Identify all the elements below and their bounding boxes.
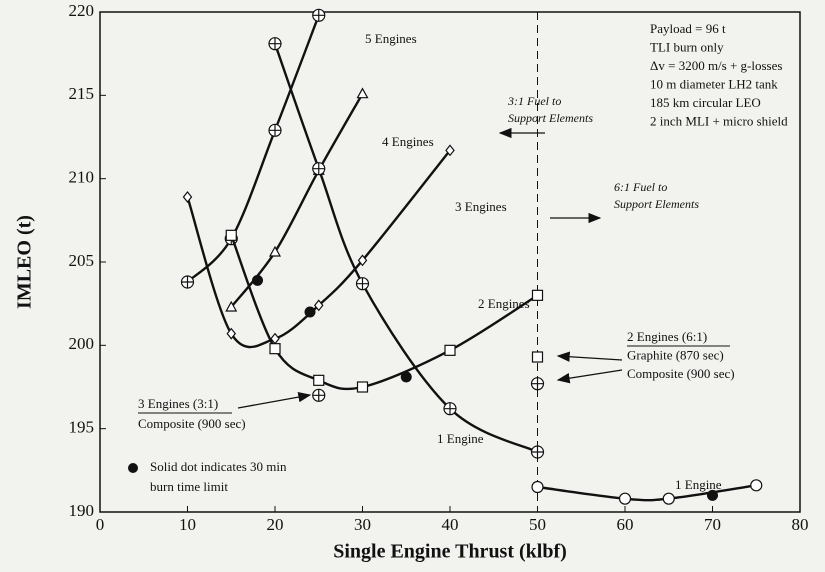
marker bbox=[268, 123, 282, 137]
marker bbox=[312, 8, 326, 22]
y-tick-label: 200 bbox=[69, 334, 95, 353]
annotation: Composite (900 sec) bbox=[627, 366, 735, 381]
marker bbox=[312, 388, 326, 402]
info-text: Δv = 3200 m/s + g-losses bbox=[650, 58, 782, 73]
marker bbox=[531, 289, 544, 301]
x-tick-label: 70 bbox=[704, 515, 721, 534]
series-label: 1 Engine bbox=[437, 431, 484, 446]
info-text: Payload = 96 t bbox=[650, 21, 726, 36]
series-label: 3 Engines bbox=[455, 199, 507, 214]
series-line bbox=[186, 149, 451, 349]
region-label: 3:1 Fuel to bbox=[507, 94, 561, 108]
y-tick-label: 220 bbox=[69, 1, 95, 20]
series-line bbox=[186, 14, 320, 283]
x-tick-label: 60 bbox=[617, 515, 634, 534]
series-line bbox=[537, 484, 757, 502]
annotation: Graphite (870 sec) bbox=[627, 347, 724, 362]
burn-limit-dot bbox=[707, 489, 718, 501]
marker bbox=[180, 275, 195, 289]
y-tick-label: 205 bbox=[69, 251, 95, 270]
marker bbox=[226, 327, 237, 340]
x-tick-label: 80 bbox=[792, 515, 809, 534]
marker bbox=[444, 344, 456, 356]
marker bbox=[313, 299, 324, 312]
marker bbox=[531, 480, 544, 494]
x-axis-title: Single Engine Thrust (klbf) bbox=[333, 541, 567, 563]
marker bbox=[312, 162, 326, 176]
info-text: 2 inch MLI + micro shield bbox=[650, 113, 788, 128]
series-label: 5 Engines bbox=[365, 31, 417, 46]
x-tick-label: 50 bbox=[529, 515, 546, 534]
marker bbox=[313, 374, 325, 386]
marker bbox=[618, 492, 632, 505]
y-tick-label: 210 bbox=[69, 168, 95, 187]
marker bbox=[269, 343, 281, 355]
burn-limit-dot bbox=[400, 371, 412, 383]
series-label: 2 Engines bbox=[478, 296, 530, 311]
marker bbox=[182, 191, 193, 203]
y-axis-title: IMLEO (t) bbox=[14, 215, 36, 309]
annotation: Composite (900 sec) bbox=[138, 416, 246, 431]
marker bbox=[225, 229, 237, 241]
marker bbox=[357, 254, 368, 267]
arrow bbox=[237, 391, 312, 409]
x-tick-label: 30 bbox=[354, 515, 371, 534]
info-text: TLI burn only bbox=[650, 39, 724, 54]
note-dot bbox=[128, 463, 138, 473]
series-line bbox=[230, 93, 364, 308]
marker bbox=[225, 300, 238, 312]
arrow bbox=[556, 351, 623, 362]
marker bbox=[268, 245, 282, 257]
marker bbox=[445, 144, 455, 157]
series-label: 1 Engine bbox=[675, 477, 722, 492]
info-text: 185 km circular LEO bbox=[650, 95, 761, 110]
x-tick-label: 40 bbox=[442, 515, 459, 534]
marker bbox=[355, 277, 370, 291]
annotation: 3 Engines (3:1) bbox=[138, 396, 218, 411]
note-text: burn time limit bbox=[150, 479, 228, 494]
burn-limit-dot bbox=[304, 306, 316, 318]
burn-limit-dot bbox=[252, 274, 263, 286]
marker bbox=[530, 377, 545, 391]
info-text: 10 m diameter LH2 tank bbox=[650, 76, 778, 91]
marker bbox=[750, 479, 763, 492]
marker bbox=[356, 381, 369, 393]
note-text: Solid dot indicates 30 min bbox=[150, 459, 287, 474]
y-tick-label: 190 bbox=[69, 501, 95, 520]
annotation: 2 Engines (6:1) bbox=[627, 329, 707, 344]
region-label: Support Elements bbox=[508, 111, 593, 125]
marker bbox=[356, 87, 369, 99]
arrow bbox=[556, 369, 623, 384]
y-tick-label: 215 bbox=[69, 84, 95, 103]
x-tick-label: 10 bbox=[179, 515, 196, 534]
y-tick-label: 195 bbox=[69, 418, 95, 437]
marker bbox=[662, 492, 675, 505]
region-label: 6:1 Fuel to bbox=[614, 180, 667, 194]
marker bbox=[268, 37, 282, 51]
x-tick-label: 0 bbox=[96, 515, 105, 534]
marker bbox=[530, 445, 545, 459]
series-line bbox=[230, 234, 539, 391]
x-tick-label: 20 bbox=[267, 515, 284, 534]
series-label: 4 Engines bbox=[382, 134, 434, 149]
region-label: Support Elements bbox=[614, 197, 699, 211]
marker bbox=[443, 402, 457, 416]
marker bbox=[531, 351, 544, 363]
